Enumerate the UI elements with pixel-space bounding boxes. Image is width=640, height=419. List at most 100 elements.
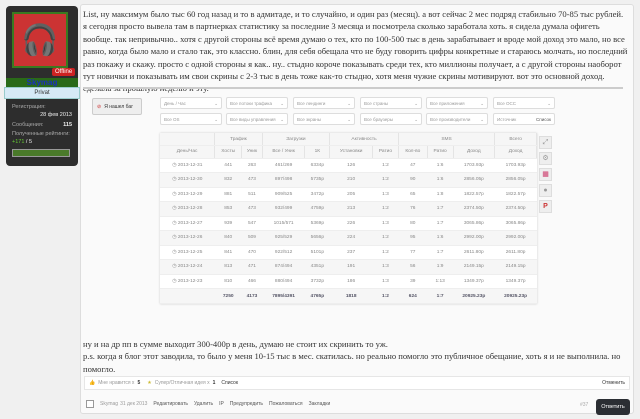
- gear-icon[interactable]: ⚙: [539, 152, 552, 165]
- table-cell[interactable]: 65: [398, 187, 428, 202]
- column-header[interactable]: 1К: [304, 145, 331, 159]
- table-cell[interactable]: 77: [398, 245, 428, 260]
- table-cell: 1:2: [372, 158, 399, 173]
- cell-value: 3065.86р: [463, 220, 484, 226]
- table-cell: 1:6: [427, 172, 453, 188]
- list-button[interactable]: Список: [536, 117, 551, 122]
- column-header[interactable]: Ратио: [372, 145, 399, 159]
- warn-link[interactable]: Предупредить: [229, 401, 264, 407]
- cell-value: 56: [410, 264, 416, 270]
- column-header[interactable]: День/Час: [160, 145, 216, 159]
- filter-select[interactable]: Все лендинги ⌄: [293, 97, 355, 109]
- column-header[interactable]: Доход: [494, 145, 537, 159]
- chevron-down-icon: ⌄: [280, 117, 284, 122]
- cell-value: 237: [347, 249, 356, 255]
- ip-link[interactable]: IP: [219, 401, 224, 407]
- column-header[interactable]: Все / Уник: [262, 145, 306, 159]
- clock-icon[interactable]: ◷: [172, 206, 178, 212]
- clock-icon[interactable]: ◷: [172, 235, 178, 241]
- cell-value: 471: [247, 264, 256, 270]
- table-cell: ◷ 2013-12-24: [160, 259, 215, 275]
- cell-value: 1:7: [436, 249, 444, 255]
- bug-report-button[interactable]: ⊘ Я нашел баг: [92, 98, 142, 115]
- username-link[interactable]: Skymag: [6, 78, 78, 87]
- rating-positive: +171: [12, 139, 25, 145]
- likes-list-link[interactable]: Список: [221, 380, 239, 386]
- column-header[interactable]: Доход: [453, 145, 496, 159]
- avatar[interactable]: 🎧: [12, 12, 68, 68]
- post-paragraph: ну и на др пп в сумме выходит 300-400р в…: [83, 339, 388, 349]
- cell-value: 1015/571: [273, 220, 294, 226]
- reg-value: 28 фев 2013: [40, 112, 72, 118]
- table-cell[interactable]: 47: [398, 158, 428, 173]
- table-cell[interactable]: 39: [398, 274, 428, 289]
- column-header[interactable]: Кол-во: [398, 145, 428, 159]
- column-header[interactable]: Уник: [241, 145, 263, 159]
- column-header[interactable]: Хосты: [214, 145, 243, 159]
- calendar-icon[interactable]: ▦: [539, 168, 552, 181]
- column-header[interactable]: Ратио: [427, 145, 454, 159]
- clock-icon[interactable]: ◷: [172, 162, 178, 168]
- user-rank: Privat: [4, 87, 80, 99]
- table-cell: 5369р: [304, 216, 330, 231]
- cell-value: 2374.50р: [505, 206, 526, 212]
- cell-value: 226: [347, 220, 356, 226]
- clock-icon[interactable]: ◷: [172, 220, 178, 226]
- reply-button[interactable]: Ответить: [596, 399, 630, 415]
- filter-value: Все OS: [164, 117, 180, 122]
- cell-value: 1:2: [381, 293, 389, 299]
- filter-select[interactable]: Все потоки трафика ⌄: [226, 97, 288, 109]
- rating-values: +171 / 5: [12, 139, 33, 145]
- table-cell[interactable]: 95: [398, 230, 428, 246]
- clock-icon[interactable]: ◷: [172, 249, 178, 255]
- clock-icon[interactable]: ◷: [172, 264, 178, 270]
- cell-value: 1:3: [382, 278, 389, 284]
- post-author[interactable]: Skymag: [100, 401, 119, 407]
- clock-icon[interactable]: ◷: [172, 177, 178, 183]
- cell-value: 2013-12-24: [177, 264, 203, 270]
- filter-select[interactable]: Источник Список: [493, 113, 555, 125]
- expand-icon[interactable]: ⤢: [539, 136, 552, 149]
- table-cell[interactable]: 76: [398, 201, 428, 217]
- post-number[interactable]: #37: [580, 402, 589, 408]
- clock-icon[interactable]: ◷: [172, 278, 178, 284]
- column-header[interactable]: Установки: [329, 145, 374, 159]
- table-row: ◷ 2013-12-30 832 473 897/498 5735р 210 1:2 90 1:…: [160, 172, 537, 188]
- undo-like-link[interactable]: Отменить: [602, 380, 625, 386]
- filter-select[interactable]: Все страны ⌄: [360, 97, 422, 109]
- cell-value: 473: [247, 177, 256, 183]
- bookmarks-link[interactable]: Закладки: [308, 401, 331, 407]
- cell-value: 925/529: [274, 235, 293, 241]
- cell-value: 1:6: [436, 177, 444, 183]
- filter-value: Все виды управления: [230, 117, 276, 122]
- filter-select[interactable]: Все OS ⌄: [160, 113, 222, 125]
- select-checkbox[interactable]: [86, 400, 94, 408]
- filter-select[interactable]: Все приложения ⌄: [426, 97, 488, 109]
- table-row: ◷ 2013-12-27 939 547 1015/571 5369р 226 1:3 80 1…: [160, 216, 537, 231]
- help-icon[interactable]: ●: [539, 184, 552, 197]
- table-cell[interactable]: 90: [398, 172, 428, 188]
- cell-value: 1:3: [382, 220, 389, 226]
- edit-link[interactable]: Редактировать: [153, 401, 188, 407]
- filter-select[interactable]: День / Час ⌄: [160, 97, 222, 109]
- filter-select[interactable]: Все ОСС ⌄: [493, 97, 555, 109]
- cell-value: 126: [347, 162, 356, 168]
- table-cell[interactable]: 80: [398, 216, 428, 231]
- filter-select[interactable]: Все виды управления ⌄: [226, 113, 288, 125]
- filter-select[interactable]: Все производители ⌄: [426, 113, 488, 125]
- filter-select[interactable]: Все экраны ⌄: [293, 113, 355, 125]
- filter-value: Все потоки трафика: [230, 101, 272, 106]
- cell-value: 897/498: [274, 177, 293, 183]
- filter-select[interactable]: Все браузеры ⌄: [360, 113, 422, 125]
- report-link[interactable]: Пожаловаться: [269, 401, 303, 407]
- ps-icon[interactable]: P: [539, 200, 552, 213]
- cell-value: 922/512: [274, 249, 293, 255]
- table-cell[interactable]: 56: [398, 259, 428, 275]
- table-cell: 1349.37р: [494, 274, 537, 289]
- post-date[interactable]: 31 дек 2013: [120, 401, 148, 407]
- delete-link[interactable]: Удалить: [193, 401, 214, 407]
- clock-icon[interactable]: ◷: [172, 191, 178, 197]
- cell-value: 2611.80р: [464, 249, 484, 255]
- cell-value: 2013-12-23: [177, 278, 203, 284]
- cell-value: 813: [224, 264, 233, 270]
